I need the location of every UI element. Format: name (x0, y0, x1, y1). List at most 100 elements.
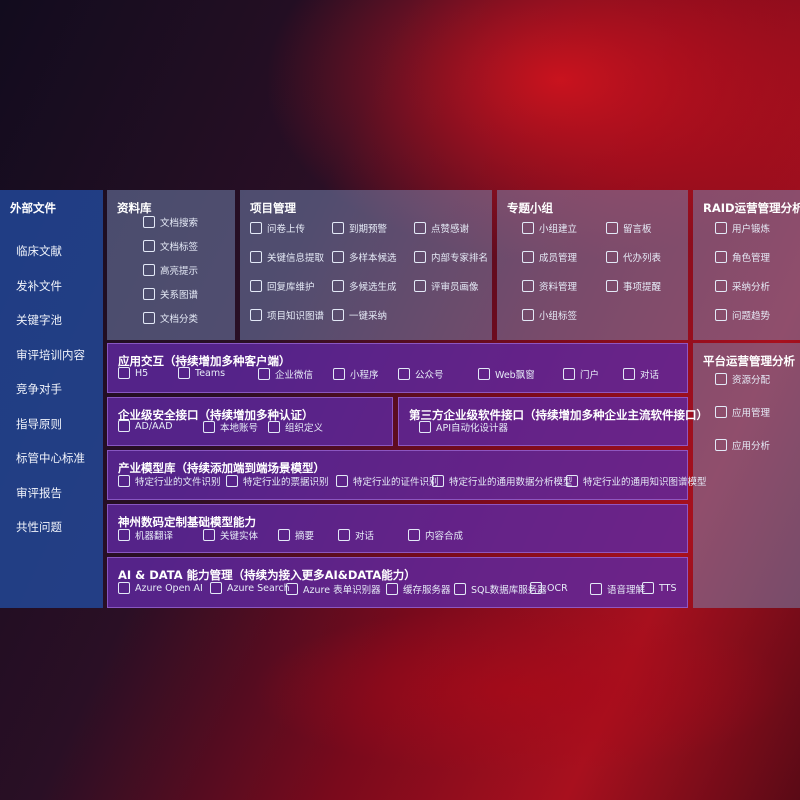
item-label: 组织定义 (285, 423, 324, 434)
panel-item: 门户 (563, 367, 599, 381)
panel: 产业模型库（持续添加端到端场景模型） 特定行业的文件识别 特定行业的票据识别 特定行业… (107, 450, 707, 500)
item-icon (642, 582, 654, 594)
panel-item: 指导原则 (16, 416, 62, 432)
panel-title: AI & DATA 能力管理（持续为接入更多AI&DATA能力） (118, 568, 416, 582)
item-label: 文档搜索 (160, 218, 199, 229)
panel-item: API自动化设计器 (419, 420, 508, 434)
panel-title: 资料库 (117, 201, 152, 215)
panel-item: 问题趋势 (715, 308, 770, 322)
item-icon (606, 280, 618, 292)
item-icon (408, 529, 420, 541)
panel-item: 发补文件 (16, 278, 62, 294)
panel-item: 内部专家排名 (414, 250, 488, 264)
item-label: 资源分配 (732, 375, 771, 386)
panel: 项目管理 问卷上传 到期预警 点赞感谢 关键信息提取 多样本候选 内部专家排名 回复库维护 多候… (240, 190, 492, 340)
item-icon (715, 309, 727, 321)
panel-item: 共性问题 (16, 519, 62, 535)
item-icon (258, 368, 270, 380)
item-label: 对话 (640, 370, 660, 381)
item-label: TTS (659, 582, 677, 594)
panel-item: 多候选生成 (332, 279, 397, 293)
panel-item: 特定行业的票据识别 (226, 474, 329, 488)
item-label: 文档标签 (160, 242, 199, 253)
panel-item: 审评报告 (16, 485, 62, 501)
item-label: 特定行业的通用数据分析模型 (449, 477, 573, 488)
item-icon (118, 529, 130, 541)
panel-item: 采纳分析 (715, 279, 770, 293)
panel-item: 对话 (338, 528, 374, 542)
panel-item: 代办列表 (606, 250, 661, 264)
item-icon (715, 406, 727, 418)
panel-item: 关系图谱 (143, 287, 198, 301)
item-icon (522, 222, 534, 234)
item-label: OCR (547, 582, 568, 594)
item-label: Web飘窗 (495, 370, 535, 381)
item-icon (332, 251, 344, 263)
panel-item: 资料管理 (522, 279, 577, 293)
item-label: 缓存服务器 (403, 585, 451, 596)
item-label: 事项提醒 (623, 282, 662, 293)
panel-item: 组织定义 (268, 420, 323, 434)
item-icon (522, 280, 534, 292)
item-icon (715, 373, 727, 385)
item-label: 多候选生成 (349, 282, 397, 293)
item-label: 采纳分析 (732, 282, 771, 293)
item-label: 到期预警 (349, 224, 388, 235)
item-icon (332, 222, 344, 234)
panel-item: OCR (530, 582, 568, 594)
item-icon (715, 280, 727, 292)
item-icon (336, 475, 348, 487)
panel-item: 企业微信 (258, 367, 313, 381)
item-icon (250, 251, 262, 263)
panel: 外部文件 临床文献 发补文件 关键字池 审评培训内容 竞争对手 指导原则 标管中心标准 审评报告… (0, 190, 103, 608)
panel-item: 本地账号 (203, 420, 258, 434)
panel-item: 关键字池 (16, 312, 62, 328)
panel-item: 审评培训内容 (16, 347, 85, 363)
item-icon (454, 583, 466, 595)
item-icon (338, 529, 350, 541)
item-icon (398, 368, 410, 380)
item-label: 高亮提示 (160, 266, 199, 277)
panel-item: 关键实体 (203, 528, 258, 542)
item-label: 成员管理 (539, 253, 578, 264)
item-icon (143, 288, 155, 300)
item-label: 项目知识图谱 (267, 311, 325, 322)
panel-item: 文档搜索 (143, 215, 198, 229)
item-icon (143, 240, 155, 252)
panel-item: Teams (178, 367, 225, 379)
item-label: Azure 表单识别器 (303, 585, 381, 596)
item-label: 小组标签 (539, 311, 578, 322)
panel-title: RAID运营管理分析 (703, 201, 800, 215)
panel-item: TTS (642, 582, 676, 594)
panel-item: 成员管理 (522, 250, 577, 264)
item-label: H5 (135, 367, 149, 379)
panel-title: 应用交互（持续增加多种客户端） (118, 354, 291, 368)
panel: 神州数码定制基础模型能力机器翻译 关键实体 摘要 对话 内容合成 (107, 504, 688, 553)
item-icon (143, 312, 155, 324)
panel: AI & DATA 能力管理（持续为接入更多AI&DATA能力） Azure Op… (107, 557, 688, 608)
item-label: API自动化设计器 (436, 423, 509, 434)
item-label: 内容合成 (425, 531, 464, 542)
panel-title: 第三方企业级软件接口（持续增加多种企业主流软件接口） (409, 408, 708, 422)
item-label: 关系图谱 (160, 290, 199, 301)
panel-title: 神州数码定制基础模型能力 (118, 515, 256, 529)
item-icon (414, 222, 426, 234)
item-label: 一键采纳 (349, 311, 388, 322)
panel: 第三方企业级软件接口（持续增加多种企业主流软件接口） API自动化设计器 (398, 397, 708, 446)
item-label: 共性问题 (16, 520, 62, 534)
item-icon (478, 368, 490, 380)
item-label: 摘要 (295, 531, 315, 542)
panel-item: 摘要 (278, 528, 314, 542)
item-icon (563, 368, 575, 380)
panel: 资料库 文档搜索 文档标签 高亮提示 关系图谱 文档分类 (107, 190, 235, 340)
panel-item: Web飘窗 (478, 367, 535, 381)
item-label: 小组建立 (539, 224, 578, 235)
item-label: 关键信息提取 (267, 253, 325, 264)
panel-title: 平台运营管理分析 (703, 354, 795, 368)
panel-title: 产业模型库（持续添加端到端场景模型） (118, 461, 325, 475)
panel-item: 公众号 (398, 367, 444, 381)
item-label: 机器翻译 (135, 531, 174, 542)
item-label: 标管中心标准 (16, 451, 85, 465)
panel-item: Azure Open AI (118, 582, 203, 594)
